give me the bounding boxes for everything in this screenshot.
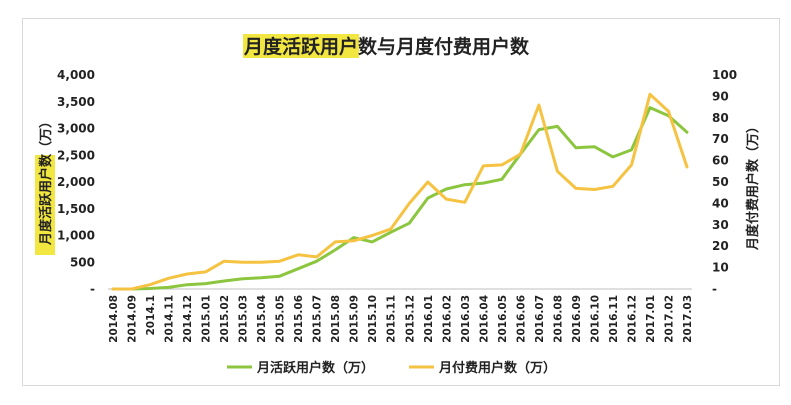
x-tick-label: 2016.10: [589, 295, 601, 343]
left-tick-label: 3,000: [57, 122, 95, 136]
right-tick-label: -: [712, 282, 717, 296]
legend-label-paid-users: 月付费用户数（万）: [438, 360, 556, 376]
x-tick-label: 2015.11: [386, 295, 398, 343]
x-tick-label: 2016.06: [515, 295, 527, 343]
right-axis-ticks: - 10 20 30 40 50 60 70 80 90 100: [712, 68, 737, 296]
x-tick-label: 2014.09: [127, 295, 139, 343]
left-tick-label: 3,500: [57, 95, 95, 109]
right-tick-label: 20: [712, 239, 729, 253]
right-tick-label: 80: [712, 111, 729, 125]
right-tick-label: 70: [712, 132, 729, 146]
x-tick-label: 2016.08: [552, 295, 564, 343]
x-tick-label: 2015.02: [219, 295, 231, 343]
series-line-paid-users: [111, 92, 689, 291]
series-lines: [111, 92, 689, 291]
x-tick-label: 2017.03: [682, 295, 694, 343]
x-tick-label: 2016.05: [497, 295, 509, 343]
left-tick-label: 4,000: [57, 68, 95, 82]
chart-frame: [22, 18, 780, 386]
x-tick-label: 2016.07: [534, 295, 546, 343]
left-tick-label: 1,000: [57, 229, 95, 243]
x-tick-label: 2014.08: [108, 295, 120, 343]
right-axis-label: 月度付费用户数（万）: [745, 120, 761, 251]
x-tick-label: 2015.08: [330, 295, 342, 343]
x-tick-label: 2015.12: [404, 295, 416, 343]
x-tick-label: 2016.04: [478, 295, 490, 343]
legend-label-active-users: 月活跃用户数（万）: [256, 360, 374, 376]
x-tick-label: 2016.09: [571, 295, 583, 343]
x-tick-label: 2017.02: [663, 295, 675, 343]
left-axis-label: 月度活跃用户数（万）: [38, 115, 54, 246]
x-tick-label: 2015.09: [349, 295, 361, 343]
x-tick-label: 2014.12: [182, 295, 194, 343]
left-tick-label: 2,000: [57, 175, 95, 189]
right-tick-label: 100: [712, 68, 737, 82]
x-tick-label: 2016.12: [626, 295, 638, 343]
x-tick-label: 2016.03: [460, 295, 472, 343]
right-tick-label: 60: [712, 154, 729, 168]
x-tick-label: 2016.02: [441, 295, 453, 343]
left-tick-label: -: [90, 282, 95, 296]
x-tick-label: 2015.01: [201, 295, 213, 343]
left-tick-label: 2,500: [57, 148, 95, 162]
x-tick-label: 2016.11: [608, 295, 620, 343]
title-highlight: [243, 34, 359, 58]
left-axis-ticks: - 500 1,000 1,500 2,000 2,500 3,000 3,500 4,000: [57, 68, 95, 296]
chart-title: 月度活跃用户数与月度付费用户数: [243, 35, 530, 58]
x-tick-label: 2014.1: [145, 295, 157, 336]
right-tick-label: 40: [712, 196, 729, 210]
x-tick-label: 2017.01: [645, 295, 657, 343]
x-tick-label: 2015.07: [312, 295, 324, 343]
left-tick-label: 500: [70, 255, 95, 269]
left-tick-label: 1,500: [57, 202, 95, 216]
x-tick-label: 2015.05: [275, 295, 287, 343]
left-axis-label-highlight: [35, 155, 55, 255]
x-tick-label: 2015.04: [256, 295, 268, 343]
chart-title-highlighted: 月度活跃用户: [243, 35, 358, 58]
x-axis-ticks: 2014.08 2014.09 2014.1 2014.11 2014.12 2015.0…: [108, 295, 694, 343]
x-tick-label: 2014.11: [164, 295, 176, 343]
right-tick-label: 50: [712, 175, 729, 189]
x-tick-label: 2015.03: [238, 295, 250, 343]
series-line-active-users: [111, 106, 689, 291]
x-tick-label: 2015.10: [367, 295, 379, 343]
x-tick-label: 2015.06: [293, 295, 305, 343]
right-tick-label: 30: [712, 218, 729, 232]
chart-title-rest: 数与月度付费用户数: [358, 35, 530, 58]
legend: 月活跃用户数（万） 月付费用户数（万）: [227, 360, 556, 376]
x-tick-label: 2016.01: [423, 295, 435, 343]
right-tick-label: 90: [712, 89, 729, 103]
right-tick-label: 10: [712, 261, 729, 275]
